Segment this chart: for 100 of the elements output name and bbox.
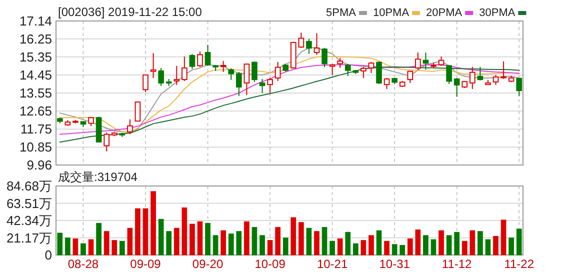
candlestick [189,53,196,70]
candlestick [236,71,242,97]
candlestick [360,66,366,78]
bar [220,230,226,256]
bar [337,238,343,256]
y-tick-label: 13.55 [19,86,52,100]
y-tick-label: 10.85 [19,140,52,155]
bar [96,222,102,256]
bar [485,239,491,256]
bar [260,235,265,256]
bar [197,221,203,256]
bar [290,217,296,256]
x-tick-label: 11-12 [442,257,472,271]
candlestick [228,68,234,80]
bar [352,243,358,256]
candlestick [384,77,390,90]
y-tick-label: 11.75 [20,122,52,137]
candlestick [407,70,414,84]
bar [314,231,320,256]
bar [282,238,288,256]
bar [516,228,522,256]
x-tick-label: 08-28 [68,257,99,271]
candlestick [197,50,203,68]
y-tick-label: 16.25 [19,31,52,46]
candlestick [516,77,522,97]
candlestick [438,56,444,66]
candlestick [134,101,141,122]
bar [368,235,374,256]
y-tick-label: 21.17万 [6,230,52,246]
candlestick [446,64,452,84]
candlestick [267,77,273,94]
bar [508,238,514,256]
candlestick [182,56,188,82]
bar [205,222,210,256]
bar [244,221,250,256]
legend-label: 20PMA [426,7,463,19]
candlestick [158,67,164,86]
bar [174,228,180,256]
candlestick [422,52,429,70]
bar [190,224,195,256]
x-tick-label: 09-09 [130,257,162,271]
bar [88,239,94,256]
candlestick [244,63,250,96]
bar [493,236,498,256]
bar [345,232,351,256]
candlestick [492,74,499,86]
bar [57,232,63,256]
x-tick-label: 11-22 [504,257,534,271]
y-tick-label: 0 [44,248,52,262]
bar [407,238,413,256]
y-tick-label: 63.51万 [6,196,52,211]
candlestick [142,74,148,92]
bar [438,230,444,256]
bar [462,240,468,256]
candlestick [174,65,180,86]
candlestick [252,61,258,82]
candlestick [469,66,476,90]
candlestick [259,78,266,94]
bar [236,231,242,256]
chart-title: 成交量:319704 [58,170,138,184]
bar [150,191,156,256]
bar [252,227,258,256]
bar [104,231,110,256]
candlestick [298,32,304,48]
bar [330,240,335,256]
bar [478,231,483,256]
legend-label: 30PMA [479,7,516,19]
bar [228,234,234,256]
bar [182,207,188,256]
bar [306,228,312,256]
y-tick-label: 9.96 [26,158,52,172]
legend-label: 5PMA [326,7,357,19]
bar [166,231,172,256]
bar [80,243,86,256]
bar [376,230,382,256]
y-tick-label: 17.14 [19,14,52,28]
y-tick-label: 42.34万 [6,213,52,228]
bar [119,240,125,256]
bar [430,239,436,256]
bar [135,208,140,256]
candlestick [500,60,506,80]
candlestick [306,38,312,54]
candlestick [150,52,156,78]
y-tick-label: 84.68万 [6,178,52,194]
legend-label: 10PMA [372,7,410,19]
chart-title: [002036] 2019-11-22 15:00 [58,5,202,19]
candlestick [329,63,336,76]
candlestick [204,44,211,66]
candlestick [274,61,281,82]
bar [500,220,506,256]
x-tick-label: 10-21 [316,257,348,271]
candlestick [314,32,320,56]
y-tick-label: 12.65 [19,104,52,119]
bar [454,232,460,256]
bar [127,228,133,256]
bar [384,240,390,256]
bar [470,230,476,256]
candlestick [376,61,382,84]
bar [446,235,452,256]
bar [142,208,148,256]
